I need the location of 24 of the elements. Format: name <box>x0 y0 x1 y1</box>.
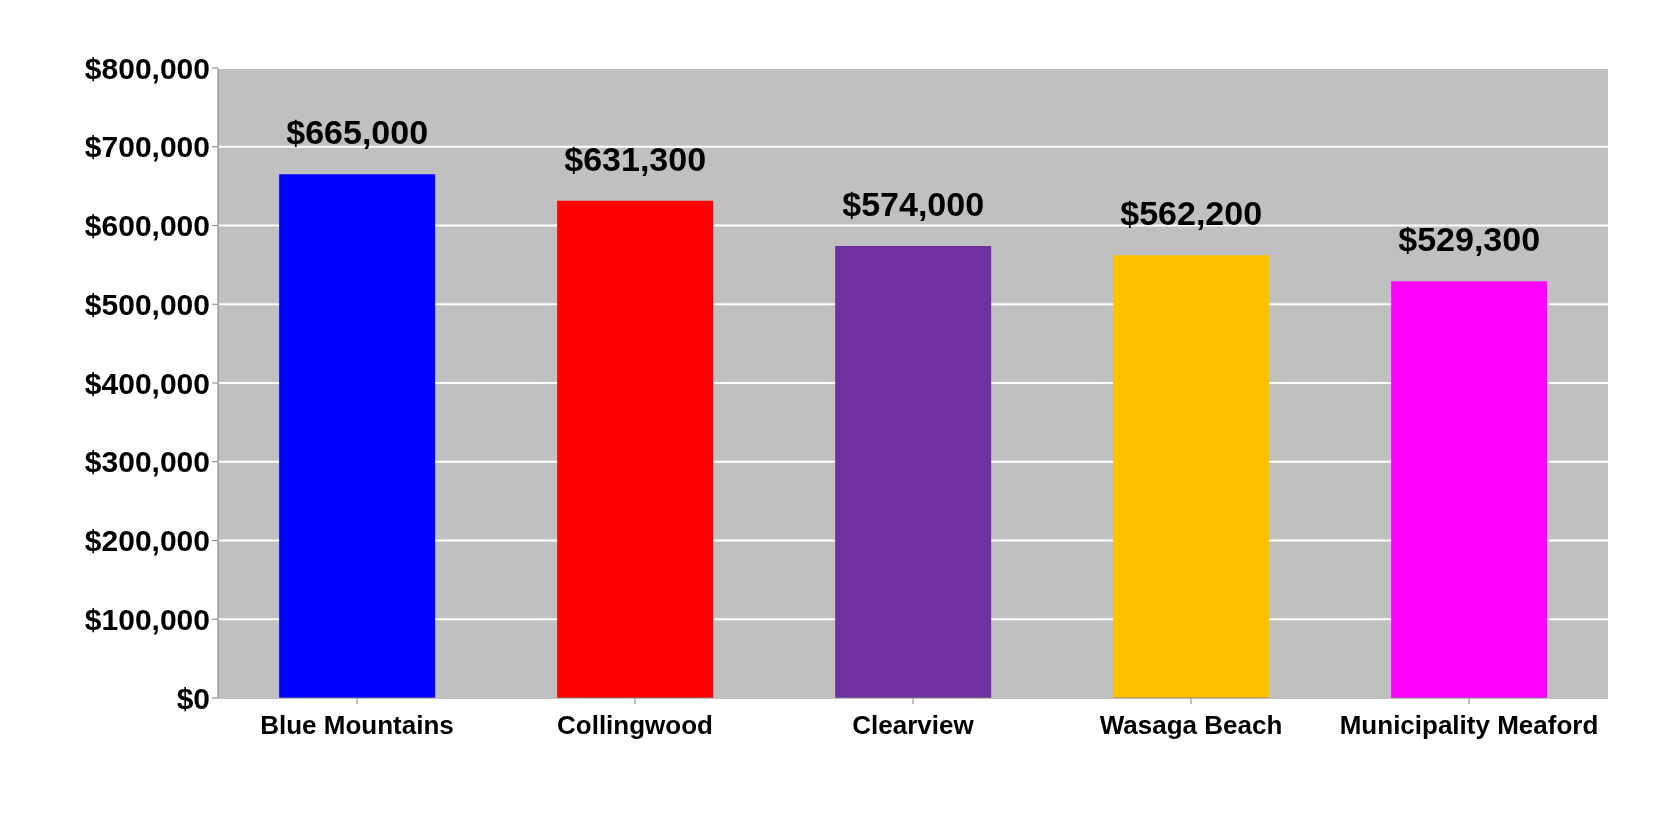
y-tick-label: $400,000 <box>84 366 210 400</box>
y-tick-label: $100,000 <box>84 602 210 636</box>
x-tick-label: Wasaga Beach <box>1099 710 1283 741</box>
y-tick-label: $600,000 <box>84 209 210 243</box>
y-tick-label: $500,000 <box>84 287 210 321</box>
bar <box>557 200 714 698</box>
data-label: $631,300 <box>564 139 707 178</box>
x-tick-label: Collingwood <box>557 710 713 741</box>
data-label: $562,200 <box>1120 194 1263 233</box>
y-tick-label: $800,000 <box>84 51 210 85</box>
x-tick-label: Municipality Meaford <box>1339 710 1599 741</box>
data-label: $529,300 <box>1398 220 1541 259</box>
y-tick-label: $200,000 <box>84 524 210 558</box>
bar <box>1391 281 1548 698</box>
x-tick-label: Clearview <box>852 710 975 741</box>
data-label: $574,000 <box>842 184 985 223</box>
y-tick-label: $300,000 <box>84 445 210 479</box>
data-label: $665,000 <box>286 113 429 152</box>
y-tick-label: $700,000 <box>84 130 210 164</box>
bar <box>279 174 436 698</box>
bar <box>835 245 992 698</box>
bar <box>1113 255 1270 698</box>
x-tick-label: Blue Mountains <box>260 710 454 741</box>
y-tick-label: $0 <box>176 681 210 715</box>
